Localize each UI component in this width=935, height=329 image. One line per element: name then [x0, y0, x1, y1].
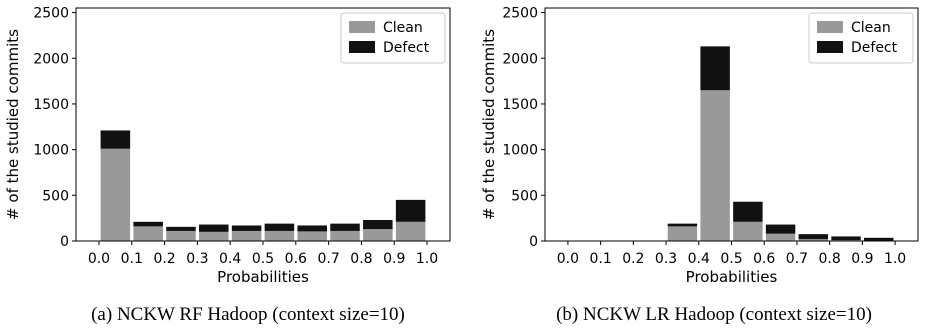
x-axis-label: Probabilities [686, 268, 778, 286]
x-tick-label: 0.2 [622, 251, 644, 267]
legend-swatch-defect [817, 41, 843, 53]
x-tick-label: 0.5 [252, 251, 274, 267]
chart-a: 0 500 1000 1500 2000 2500 0.0 0.1 0.2 0.3 0.4 0.5 0.… [4, 6, 451, 325]
y-tick-label: 2000 [502, 51, 538, 67]
legend-label-defect: Defect [851, 40, 898, 56]
x-tick-label: 0.3 [655, 251, 677, 267]
x-tick-label: 0.4 [688, 251, 710, 267]
bar-defect-9 [395, 199, 426, 222]
y-tick-label: 1000 [33, 143, 69, 159]
y-tick-label: 1500 [33, 97, 69, 113]
bar-defect-8 [363, 219, 393, 230]
bar-defect-9 [864, 237, 894, 241]
bar-clean-6 [297, 231, 327, 241]
bar-clean-4 [231, 230, 262, 241]
y-tick-label: 0 [60, 234, 69, 250]
figure-caption: (b) NCKW LR Hadoop (context size=10) [556, 304, 872, 325]
x-tick-label: 0.1 [589, 251, 611, 267]
y-tick-label: 2500 [33, 6, 69, 22]
legend-label-clean: Clean [851, 20, 891, 36]
x-tick-label: 0.6 [753, 251, 775, 267]
bar-clean-0 [100, 148, 131, 241]
bar-defect-5 [264, 223, 295, 231]
legend: Clean Defect [340, 12, 446, 64]
x-tick-label: 0.9 [383, 251, 405, 267]
bar-clean-7 [798, 239, 829, 241]
x-tick-label: 0.8 [819, 251, 841, 267]
bar-clean-9 [395, 221, 426, 241]
x-tick-label: 0.4 [219, 251, 241, 267]
bar-defect-0 [100, 130, 131, 149]
bar-clean-3 [199, 231, 229, 241]
legend-swatch-clean [817, 21, 843, 33]
bar-defect-7 [798, 234, 829, 240]
figure-caption: (a) NCKW RF Hadoop (context size=10) [91, 304, 405, 325]
x-axis-label: Probabilities [217, 268, 309, 286]
x-tick-label: 0.7 [786, 251, 808, 267]
x-tick-label: 1.0 [884, 251, 906, 267]
bar-defect-8 [831, 236, 861, 241]
y-tick-label: 1500 [502, 97, 538, 113]
y-tick-label: 500 [42, 188, 69, 204]
bar-defect-4 [700, 46, 730, 91]
legend-swatch-clean [349, 21, 375, 33]
y-tick-label: 2000 [33, 51, 69, 67]
x-tick-label: 0.8 [350, 251, 372, 267]
x-tick-label: 0.6 [285, 251, 307, 267]
x-tick-label: 0.0 [557, 251, 579, 267]
bars [100, 130, 426, 241]
chart-b: 0 500 1000 1500 2000 2500 0.0 0.1 0.2 0.3 0.4 0.5 0.… [480, 6, 919, 325]
legend-label-defect: Defect [383, 40, 430, 56]
y-tick-label: 500 [511, 188, 538, 204]
x-tick-label: 0.5 [720, 251, 742, 267]
x-tick-label: 1.0 [416, 251, 438, 267]
legend: Clean Defect [808, 12, 914, 64]
bar-clean-3 [667, 226, 698, 241]
bar-defect-7 [330, 223, 360, 231]
x-tick-label: 0.0 [88, 251, 110, 267]
y-axis-label: # of the studied commits [480, 29, 498, 220]
y-tick-label: 0 [529, 234, 538, 250]
x-tick-label: 0.3 [186, 251, 208, 267]
bar-defect-5 [733, 201, 763, 222]
bar-defect-4 [231, 225, 262, 231]
y-axis-label: # of the studied commits [4, 29, 22, 220]
bar-defect-3 [667, 223, 698, 227]
x-tick-label: 0.7 [317, 251, 339, 267]
bar-clean-6 [765, 233, 796, 241]
bars [667, 46, 894, 241]
y-tick-label: 2500 [502, 6, 538, 22]
bar-clean-5 [264, 230, 295, 241]
legend-swatch-defect [349, 41, 375, 53]
bar-clean-5 [733, 221, 763, 241]
legend-label-clean: Clean [383, 20, 423, 36]
bar-clean-7 [330, 230, 360, 241]
x-tick-label: 0.2 [153, 251, 175, 267]
y-tick-label: 1000 [502, 143, 538, 159]
bar-defect-6 [765, 224, 796, 234]
bar-clean-4 [700, 90, 730, 241]
bar-clean-8 [363, 229, 393, 241]
x-tick-label: 0.1 [121, 251, 143, 267]
bar-defect-2 [166, 226, 196, 231]
bar-defect-6 [297, 225, 327, 232]
bar-clean-1 [133, 226, 163, 241]
bar-defect-1 [133, 221, 163, 227]
bar-clean-2 [166, 230, 196, 241]
bar-defect-3 [199, 224, 229, 232]
x-tick-label: 0.9 [851, 251, 873, 267]
